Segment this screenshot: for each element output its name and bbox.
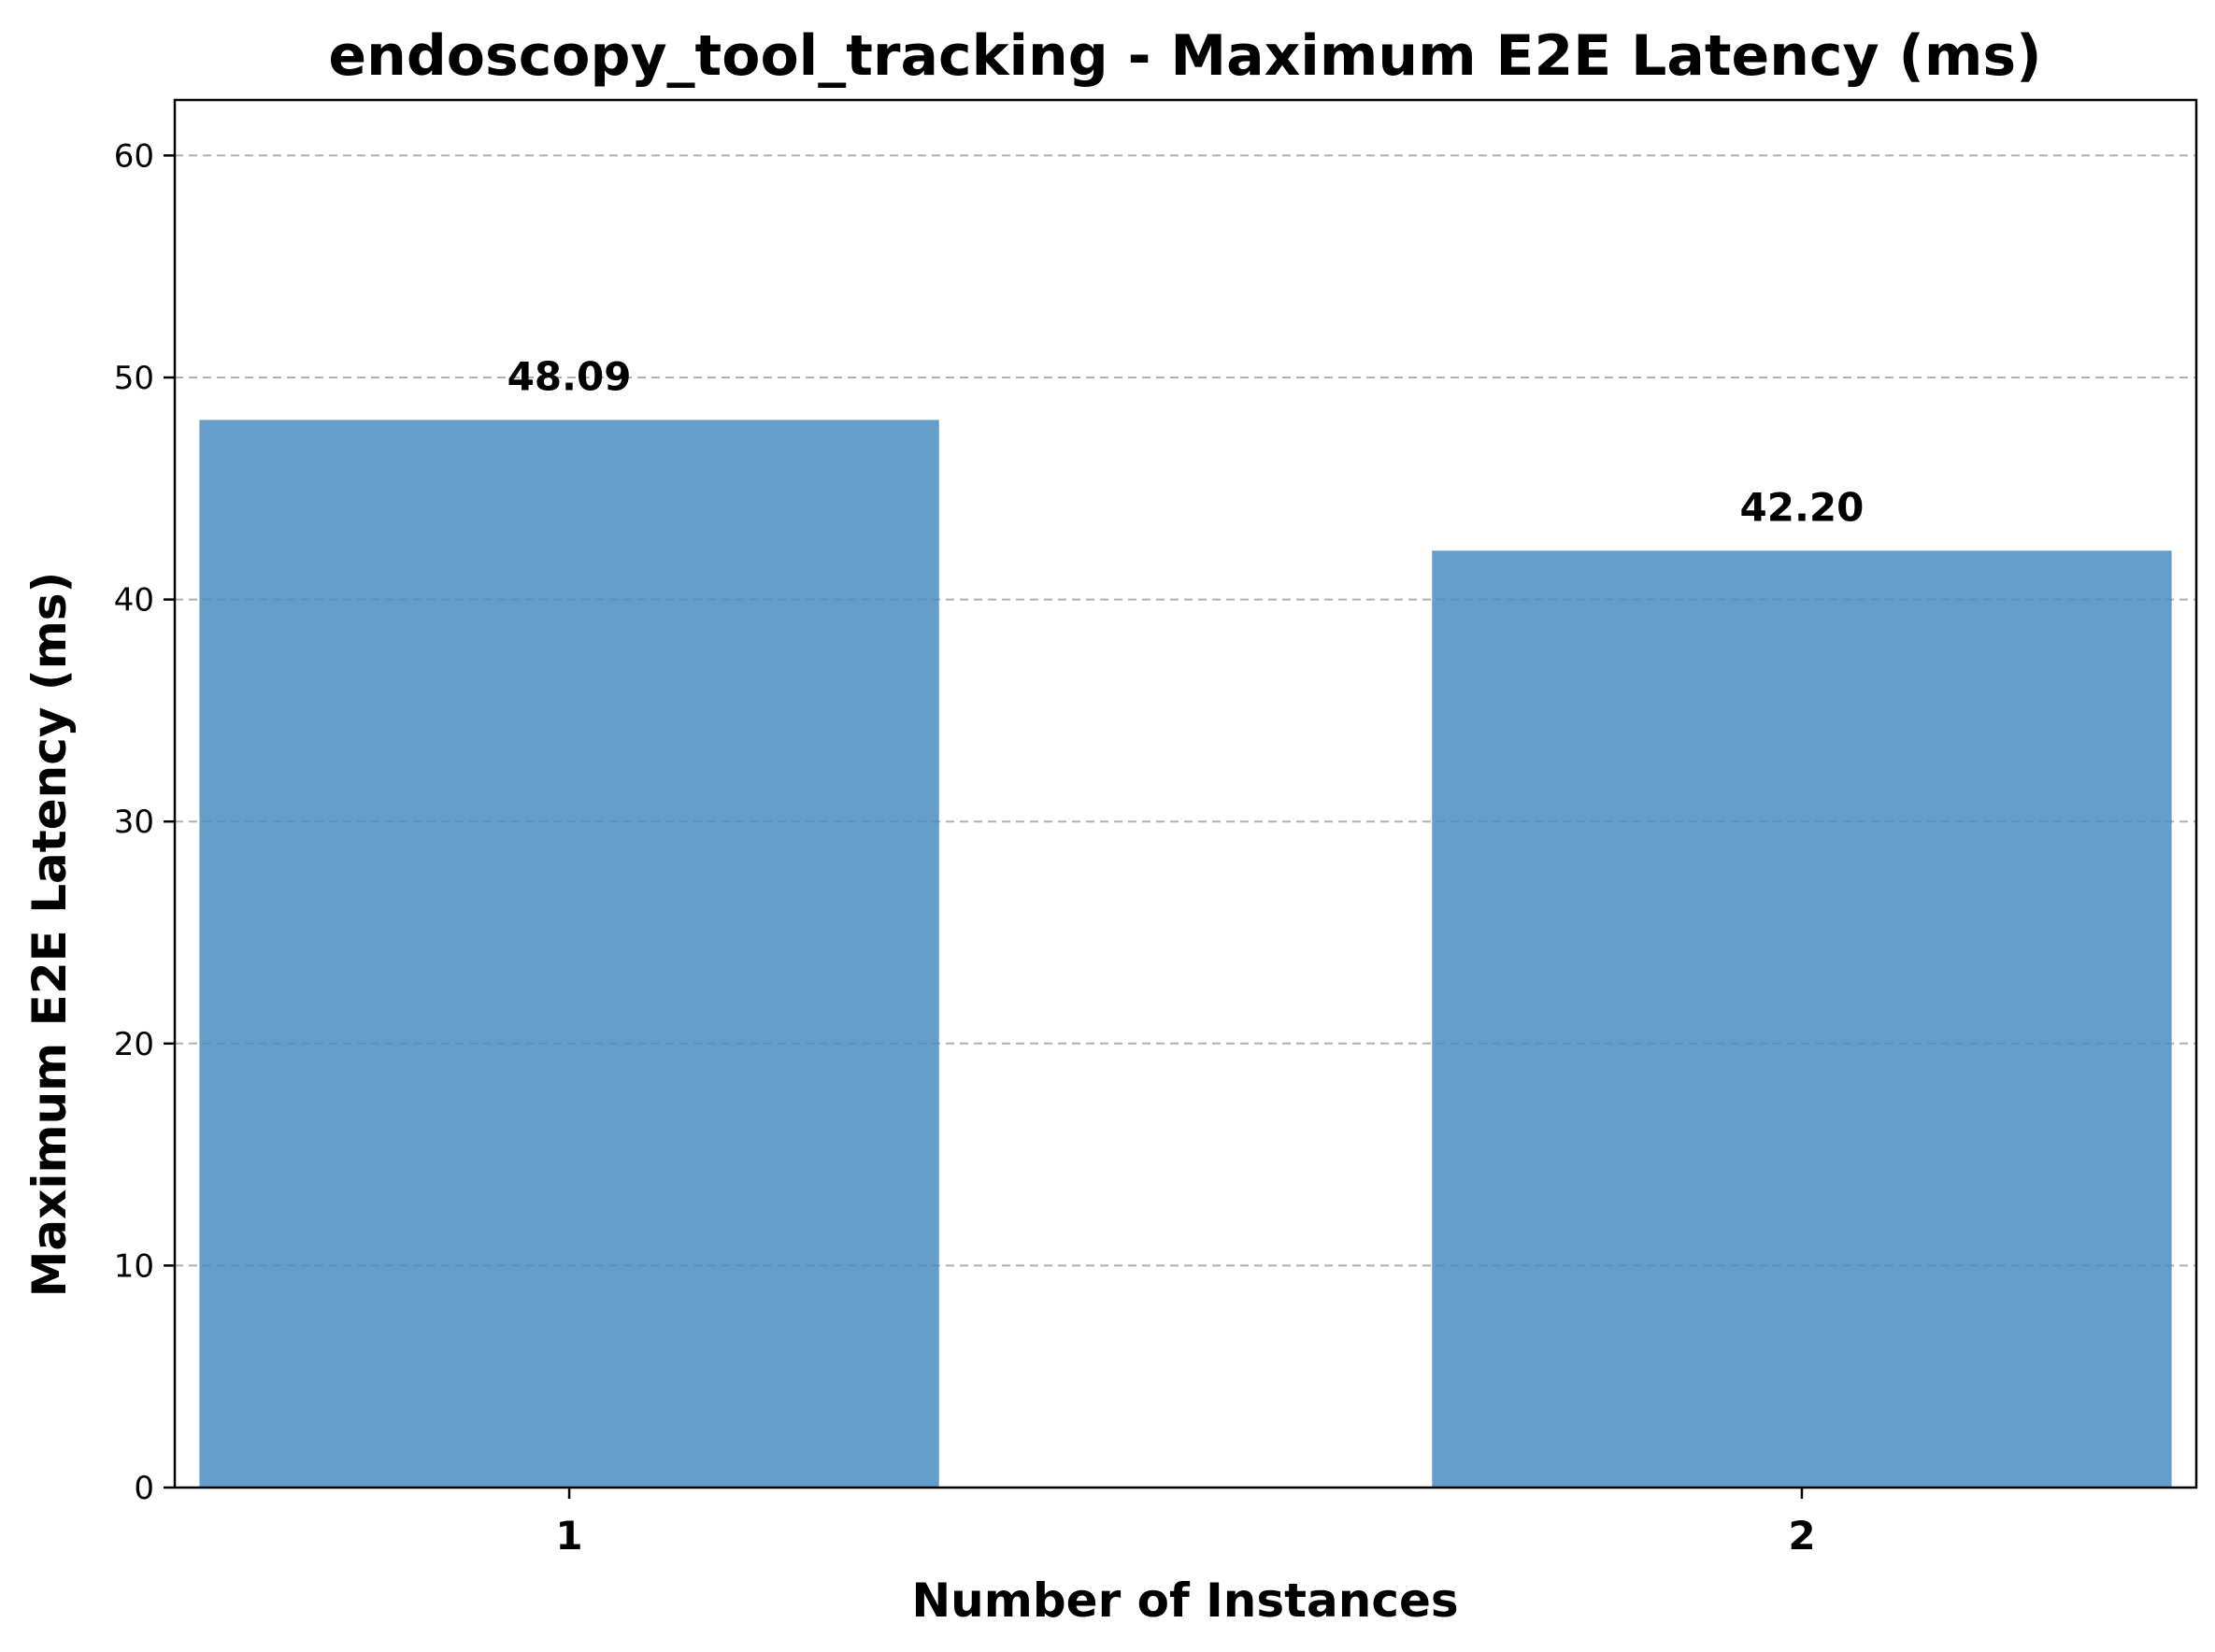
x-axis-label: Number of Instances bbox=[911, 1574, 1458, 1628]
bar-value-label: 48.09 bbox=[507, 353, 632, 399]
axes-spines bbox=[173, 98, 2198, 1489]
y-tick-label: 30 bbox=[114, 804, 154, 841]
x-tick-label: 2 bbox=[1788, 1513, 1815, 1559]
y-axis-label: Maximum E2E Latency (ms) bbox=[22, 572, 77, 1298]
bar-value-label: 42.20 bbox=[1740, 484, 1865, 530]
bar-2 bbox=[1432, 550, 2172, 1488]
y-tick-label: 0 bbox=[134, 1470, 154, 1507]
bar-1 bbox=[199, 420, 939, 1488]
bars bbox=[199, 420, 2172, 1488]
bar-value-labels: 48.09 42.20 bbox=[507, 353, 1865, 530]
y-axis-ticks: 0 10 20 30 40 50 60 bbox=[114, 137, 175, 1507]
y-tick-label: 10 bbox=[114, 1247, 154, 1285]
y-tick-label: 60 bbox=[114, 137, 154, 175]
plot-frame bbox=[173, 98, 2198, 1489]
y-tick-label: 40 bbox=[114, 582, 154, 620]
y-tick-label: 50 bbox=[114, 360, 154, 397]
x-tick-label: 1 bbox=[555, 1513, 582, 1559]
y-tick-label: 20 bbox=[114, 1026, 154, 1063]
chart-title: endoscopy_tool_tracking - Maximum E2E La… bbox=[328, 23, 2041, 89]
